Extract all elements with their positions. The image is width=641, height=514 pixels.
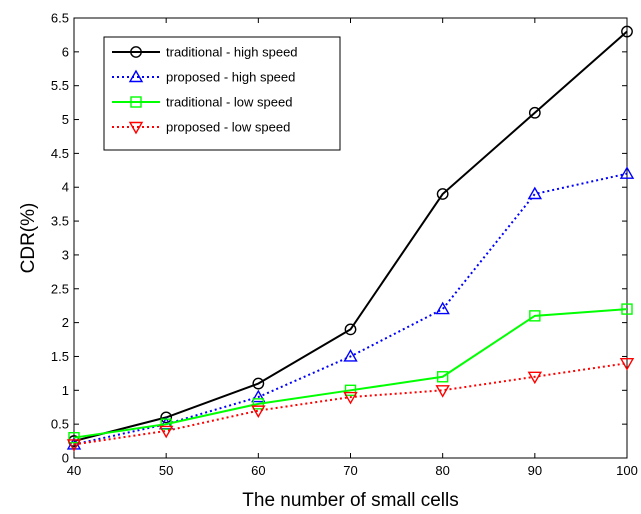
y-tick-label: 1 — [62, 383, 69, 398]
series-layer — [66, 25, 635, 452]
y-axis-label: CDR(%) — [18, 203, 39, 274]
legend-swatch-marker — [128, 121, 144, 135]
data-point — [160, 411, 173, 424]
y-tick-label: 2.5 — [51, 281, 69, 296]
series-3 — [68, 303, 633, 444]
legend: traditional - high speed proposed - high … — [103, 36, 341, 151]
y-tick-label: 6 — [62, 44, 69, 59]
legend-box — [103, 36, 341, 151]
data-point — [252, 398, 265, 410]
data-point — [252, 377, 265, 390]
legend-swatch-marker — [130, 46, 142, 58]
series-line — [73, 172, 628, 446]
data-point — [251, 405, 266, 419]
y-tick-label: 4 — [62, 180, 69, 195]
y-tick-label: 4.5 — [51, 146, 69, 161]
legend-label: traditional - high speed — [166, 45, 298, 60]
x-tick-label: 100 — [616, 463, 638, 478]
series-line — [73, 308, 628, 439]
legend-entry: traditional - low speed — [112, 95, 292, 110]
x-tick-label: 70 — [343, 463, 357, 478]
y-tick-label: 0.5 — [51, 417, 69, 432]
y-tick-label: 0 — [62, 451, 69, 466]
x-tick-label: 80 — [435, 463, 449, 478]
plot-area: 40 50 60 70 80 90 100 0 0.5 1 1.5 2 2.5 3 3.5 4 4.5 5 5.5 6… — [51, 11, 638, 479]
legend-label: traditional - low speed — [166, 95, 292, 110]
data-point — [619, 358, 635, 371]
data-point — [66, 439, 82, 452]
data-point — [344, 384, 357, 397]
series-line — [73, 362, 628, 446]
x-tick-label: 50 — [159, 463, 173, 478]
data-point — [251, 389, 266, 403]
data-point — [435, 385, 450, 398]
data-point — [621, 25, 633, 38]
legend-swatch-marker — [128, 69, 144, 83]
data-point — [527, 186, 543, 200]
y-tick-label: 6.5 — [51, 11, 69, 26]
data-point — [344, 323, 357, 336]
y-tick-label: 3 — [62, 247, 69, 262]
data-point — [528, 106, 541, 119]
y-tick-label: 3.5 — [51, 214, 69, 229]
axis-ticks: 40 50 60 70 80 90 100 0 0.5 1 1.5 2 2.5 3 3.5 4 4.5 5 5.5 6… — [51, 11, 638, 479]
legend-entry: proposed - low speed — [112, 120, 290, 135]
x-tick-label: 60 — [251, 463, 265, 478]
data-point — [529, 310, 541, 322]
data-point — [158, 425, 174, 439]
data-point — [160, 418, 172, 430]
series-4 — [66, 358, 635, 452]
x-axis-label: The number of small cells — [242, 490, 458, 511]
data-point — [436, 371, 449, 383]
legend-entry: proposed - high speed — [112, 70, 295, 85]
data-point — [68, 431, 80, 444]
y-tick-label: 2 — [62, 315, 69, 330]
x-tick-label: 40 — [67, 463, 81, 478]
legend-label: proposed - low speed — [166, 120, 290, 135]
legend-swatch-marker — [130, 96, 142, 108]
data-point — [619, 166, 635, 179]
y-tick-label: 5.5 — [51, 78, 69, 93]
x-tick-label: 90 — [528, 463, 542, 478]
y-tick-label: 1.5 — [51, 349, 69, 364]
data-point — [343, 349, 358, 362]
series-2 — [66, 166, 635, 450]
legend-entry: traditional - high speed — [112, 45, 298, 60]
data-point — [621, 303, 633, 315]
data-point — [436, 188, 449, 200]
data-point — [435, 301, 450, 315]
data-point — [66, 437, 82, 450]
data-point — [527, 371, 543, 385]
legend-label: proposed - high speed — [166, 70, 295, 85]
data-point — [343, 391, 358, 405]
y-tick-label: 5 — [62, 112, 69, 127]
